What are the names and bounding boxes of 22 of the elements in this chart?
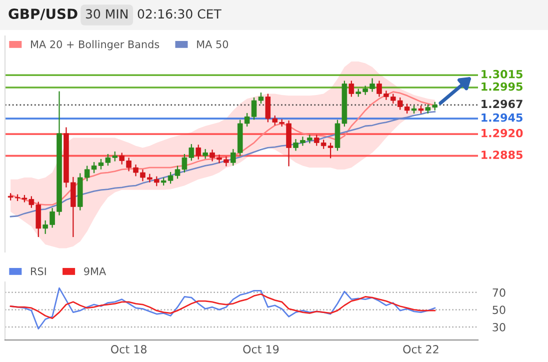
candlestick [348,80,354,97]
chart-subtitle: 30 MIN [86,9,128,19]
legend-label: MA 50 [197,40,228,48]
legend-label: 9MA [84,267,106,276]
text: 02:16:30 CET [138,9,222,19]
ref-line-label: 1.3015 [482,70,522,78]
legend-label: RSI [31,267,46,276]
legend-label: MA 20 + Bollinger Bands [31,40,160,50]
y-tick-label: 50 [492,306,506,314]
ref-line-label: 1.2885 [482,150,522,160]
x-tick-label: Oct 18 [110,345,146,354]
y-tick-label: 70 [492,288,506,297]
x-tick-label: Oct 19 [243,345,279,354]
chart-title: GBP/USD [8,8,78,20]
x-tick-label: Oct 22 [403,345,438,354]
ref-line-label: 1.2945 [482,113,522,122]
line-series [10,293,436,320]
y-tick-label: 30 [492,322,506,332]
ref-line-label: 1.2967 [482,100,522,108]
candlestick [196,144,202,160]
ref-line-label: 1.2920 [482,128,523,138]
ref-line-label: 1.2995 [482,82,522,91]
